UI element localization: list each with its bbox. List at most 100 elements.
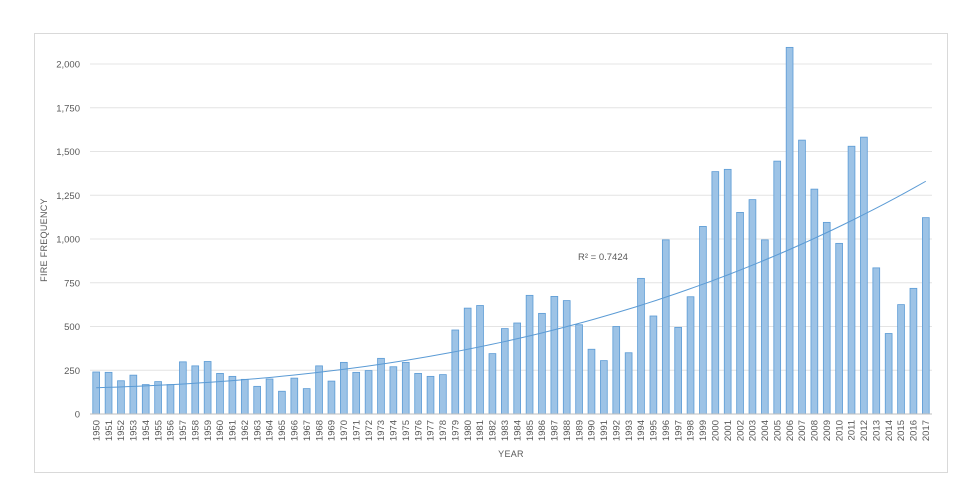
x-tick-label: 1995 bbox=[649, 420, 660, 441]
x-tick-label: 1996 bbox=[661, 420, 672, 441]
bar bbox=[562, 300, 571, 415]
x-tick-label: 2009 bbox=[822, 420, 833, 441]
bar bbox=[637, 277, 645, 415]
bar bbox=[736, 211, 744, 415]
x-tick-label: 1961 bbox=[228, 420, 239, 441]
x-tick-label: 1974 bbox=[389, 420, 400, 441]
bar bbox=[463, 307, 472, 415]
x-tick-label: 1989 bbox=[574, 420, 585, 441]
x-tick-label: 2007 bbox=[797, 420, 808, 441]
bar bbox=[587, 348, 596, 415]
bar bbox=[922, 217, 930, 415]
bar bbox=[92, 371, 100, 415]
bar bbox=[525, 294, 534, 415]
bar bbox=[897, 304, 905, 415]
bar bbox=[538, 312, 546, 415]
bar bbox=[340, 361, 348, 415]
bar bbox=[389, 366, 398, 415]
x-tick-label: 2014 bbox=[884, 420, 895, 441]
x-tick-label: 2006 bbox=[785, 420, 796, 441]
trendline-label: R² = 0.7424 bbox=[578, 252, 628, 263]
bar bbox=[748, 199, 757, 415]
x-tick-label: 1987 bbox=[550, 420, 561, 441]
y-axis-title: FIRE FREQUENCY bbox=[39, 198, 49, 282]
bar bbox=[835, 242, 843, 415]
x-tick-label: 1955 bbox=[153, 420, 164, 441]
x-tick-label: 1962 bbox=[240, 420, 251, 441]
bar bbox=[327, 380, 336, 415]
x-tick-label: 1971 bbox=[351, 420, 362, 441]
bar bbox=[265, 378, 274, 415]
x-tick-label: 1994 bbox=[636, 420, 647, 441]
bar bbox=[129, 374, 138, 415]
x-tick-label: 1959 bbox=[203, 420, 214, 441]
bar bbox=[451, 329, 460, 415]
x-tick-label: 2002 bbox=[735, 420, 746, 441]
bar bbox=[179, 361, 187, 415]
bar bbox=[154, 381, 162, 415]
chart-frame bbox=[34, 33, 948, 473]
bar bbox=[575, 324, 583, 415]
x-tick-label: 2005 bbox=[772, 420, 783, 441]
x-tick-label: 1986 bbox=[537, 420, 548, 441]
x-tick-label: 1966 bbox=[290, 420, 301, 441]
bar bbox=[141, 384, 150, 415]
y-tick-label: 0 bbox=[75, 410, 80, 421]
y-tick-label: 500 bbox=[64, 322, 80, 333]
x-tick-label: 1965 bbox=[277, 420, 288, 441]
x-tick-label: 1973 bbox=[376, 420, 387, 441]
x-tick-label: 1988 bbox=[562, 420, 573, 441]
bar bbox=[253, 385, 261, 415]
bar bbox=[228, 375, 237, 415]
bar bbox=[860, 136, 868, 415]
x-tick-label: 1960 bbox=[215, 420, 226, 441]
bar bbox=[624, 352, 633, 415]
x-tick-label: 1953 bbox=[129, 420, 140, 441]
x-tick-label: 1980 bbox=[463, 420, 474, 441]
bar bbox=[315, 365, 323, 415]
x-tick-label: 1997 bbox=[673, 420, 684, 441]
x-tick-label: 1952 bbox=[116, 420, 127, 441]
x-tick-label: 2004 bbox=[760, 420, 771, 441]
y-tick-label: 1,250 bbox=[56, 191, 80, 202]
bar bbox=[761, 239, 769, 415]
bar bbox=[884, 333, 893, 415]
y-tick-label: 250 bbox=[64, 366, 80, 377]
x-tick-label: 1951 bbox=[104, 420, 115, 441]
y-tick-label: 1,500 bbox=[56, 147, 80, 158]
x-tick-label: 1972 bbox=[364, 420, 375, 441]
bar bbox=[203, 361, 212, 415]
bar bbox=[773, 160, 782, 415]
x-tick-label: 2010 bbox=[834, 420, 845, 441]
bar bbox=[847, 145, 856, 415]
bar bbox=[872, 267, 881, 415]
bar bbox=[166, 384, 175, 415]
x-tick-label: 1950 bbox=[91, 420, 102, 441]
bar bbox=[439, 374, 447, 415]
x-tick-label: 2000 bbox=[711, 420, 722, 441]
x-tick-label: 1969 bbox=[327, 420, 338, 441]
bar bbox=[550, 295, 559, 415]
bar bbox=[104, 371, 113, 415]
x-tick-label: 2015 bbox=[896, 420, 907, 441]
x-tick-label: 2016 bbox=[909, 420, 920, 441]
bar bbox=[290, 377, 299, 415]
x-tick-label: 2001 bbox=[723, 420, 734, 441]
x-tick-label: 1975 bbox=[401, 420, 412, 441]
x-axis-ticks: 1950 1951 1952 1953 1954 1955 1956 1957 1958 1959… bbox=[91, 420, 932, 441]
y-tick-label: 750 bbox=[64, 278, 80, 289]
bar bbox=[909, 287, 918, 415]
bar bbox=[302, 388, 311, 415]
bar bbox=[426, 375, 435, 415]
trendline bbox=[96, 180, 927, 389]
x-tick-label: 1984 bbox=[512, 420, 523, 441]
bar bbox=[723, 168, 732, 415]
x-tick-label: 1981 bbox=[475, 420, 486, 441]
bar bbox=[240, 378, 249, 415]
bar bbox=[798, 139, 806, 415]
x-tick-label: 2017 bbox=[921, 420, 932, 441]
bar bbox=[364, 370, 373, 415]
x-tick-label: 1978 bbox=[438, 420, 449, 441]
bar bbox=[216, 372, 224, 415]
